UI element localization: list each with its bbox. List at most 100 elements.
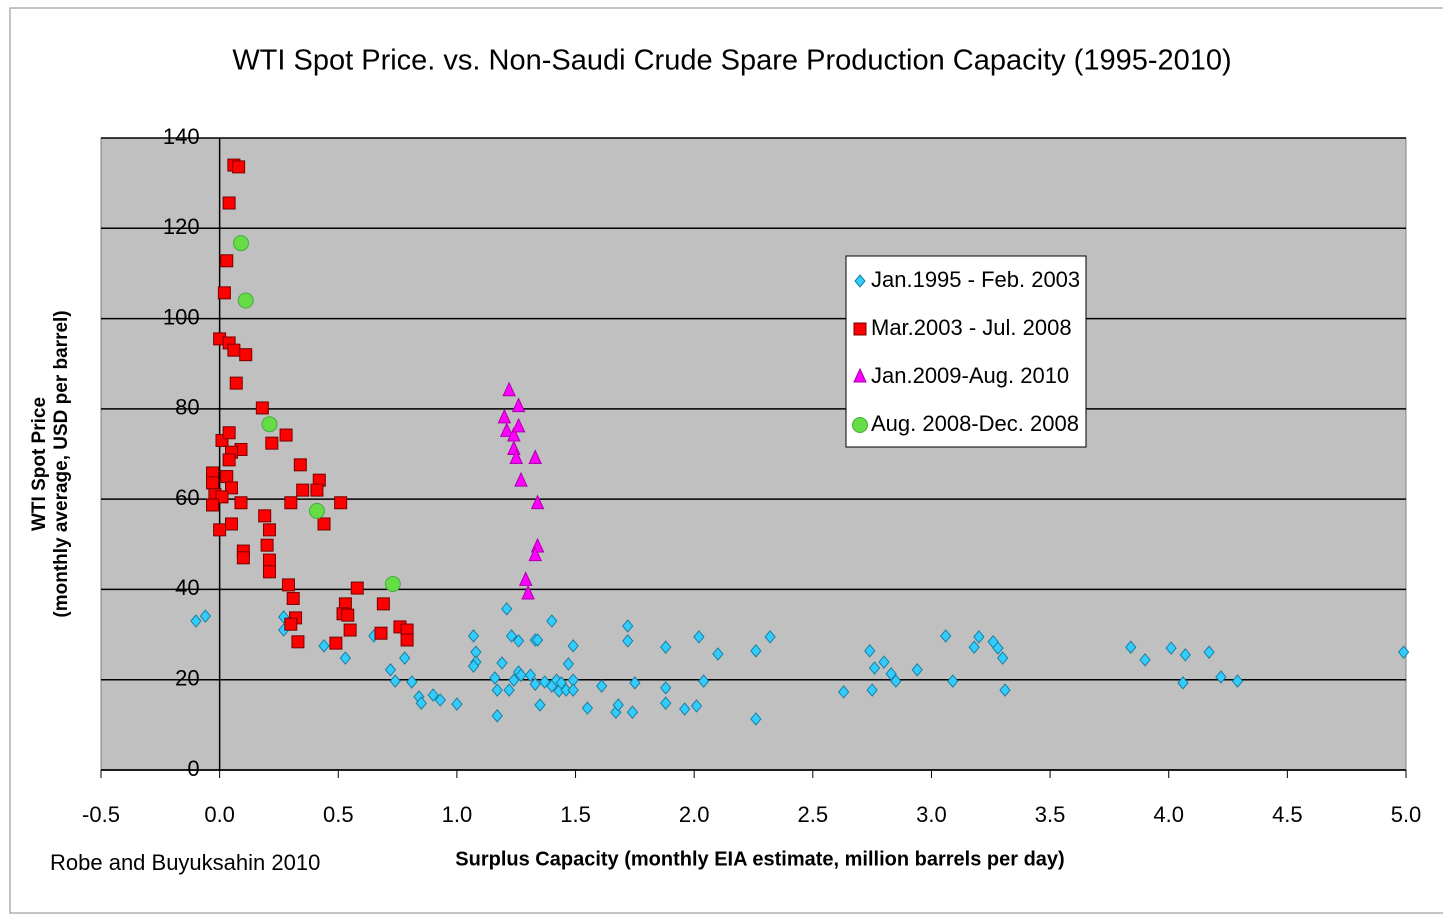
- point: [595, 679, 608, 693]
- point: [750, 712, 762, 726]
- point: [225, 517, 238, 531]
- point: [581, 701, 594, 715]
- point: [400, 633, 414, 647]
- point: [660, 640, 672, 654]
- point: [530, 494, 545, 510]
- point: [427, 688, 439, 702]
- legend: [845, 255, 1087, 448]
- x-tick-label: 4.5: [1272, 802, 1303, 827]
- point: [491, 709, 503, 723]
- legend-marker: [854, 274, 866, 288]
- point: [376, 597, 390, 611]
- point: [1139, 653, 1151, 667]
- point: [940, 629, 952, 643]
- point: [515, 668, 527, 682]
- point: [612, 698, 624, 712]
- point: [406, 675, 418, 689]
- point: [992, 641, 1004, 655]
- point: [434, 693, 446, 707]
- point: [291, 635, 305, 649]
- point: [384, 663, 397, 677]
- point: [679, 702, 691, 716]
- point: [622, 619, 634, 633]
- point: [501, 602, 513, 616]
- point: [262, 553, 276, 567]
- point: [255, 401, 269, 415]
- point: [866, 683, 878, 697]
- x-tick-label: 0.0: [204, 802, 235, 827]
- legend-marker: [852, 417, 868, 433]
- point: [947, 674, 959, 688]
- point: [190, 614, 202, 628]
- y-tick-label: 0: [187, 756, 199, 781]
- x-tick-label: -0.5: [82, 802, 120, 827]
- point: [693, 630, 705, 644]
- y-tick-label: 100: [163, 304, 200, 329]
- point: [451, 697, 463, 711]
- point: [341, 608, 355, 622]
- point: [227, 343, 241, 357]
- point: [384, 576, 401, 593]
- point: [232, 235, 249, 252]
- point: [1215, 670, 1227, 684]
- point: [217, 286, 231, 300]
- point: [222, 196, 236, 210]
- point: [284, 617, 298, 631]
- point: [660, 696, 672, 710]
- point: [626, 705, 639, 719]
- point: [399, 651, 411, 665]
- point: [1165, 641, 1177, 655]
- plot-background: [100, 137, 1407, 771]
- point: [310, 483, 324, 497]
- point: [508, 673, 520, 687]
- point: [206, 498, 220, 512]
- point: [497, 408, 512, 424]
- x-tick-label: 0.5: [323, 802, 354, 827]
- point: [838, 685, 850, 699]
- point: [518, 571, 533, 586]
- point: [265, 436, 279, 450]
- legend-label: Jan.1995 - Feb. 2003: [871, 267, 1080, 292]
- x-axis-label: Surplus Capacity (monthly EIA estimate, …: [455, 848, 1064, 870]
- point: [260, 538, 274, 552]
- legend-marker: [853, 367, 867, 383]
- point: [199, 609, 212, 623]
- point: [660, 681, 672, 695]
- point: [239, 348, 253, 362]
- point: [329, 636, 343, 650]
- x-tick-label: 5.0: [1391, 802, 1422, 827]
- legend-label: Jan.2009-Aug. 2010: [871, 363, 1069, 388]
- point: [505, 629, 518, 643]
- y-tick-label: 40: [175, 575, 199, 600]
- point: [528, 449, 542, 465]
- point: [232, 160, 246, 174]
- point: [1125, 640, 1137, 654]
- point: [489, 671, 501, 685]
- point: [534, 698, 546, 712]
- x-tick-label: 2.5: [798, 802, 829, 827]
- point: [690, 699, 703, 713]
- y-tick-label: 60: [175, 485, 199, 510]
- legend-marker: [853, 322, 867, 336]
- point: [555, 676, 567, 690]
- point: [968, 640, 980, 654]
- point: [531, 633, 544, 647]
- point: [206, 476, 220, 490]
- point: [286, 591, 300, 605]
- point: [293, 458, 307, 472]
- point: [236, 551, 250, 565]
- point: [334, 496, 348, 510]
- point: [467, 659, 480, 673]
- point: [512, 634, 525, 648]
- point: [514, 471, 528, 487]
- point: [220, 254, 234, 268]
- point: [885, 667, 897, 681]
- point: [220, 470, 234, 484]
- point: [511, 397, 526, 413]
- point: [1397, 645, 1410, 659]
- point: [496, 656, 508, 670]
- point: [374, 626, 388, 640]
- point: [1179, 648, 1191, 662]
- point: [491, 683, 503, 697]
